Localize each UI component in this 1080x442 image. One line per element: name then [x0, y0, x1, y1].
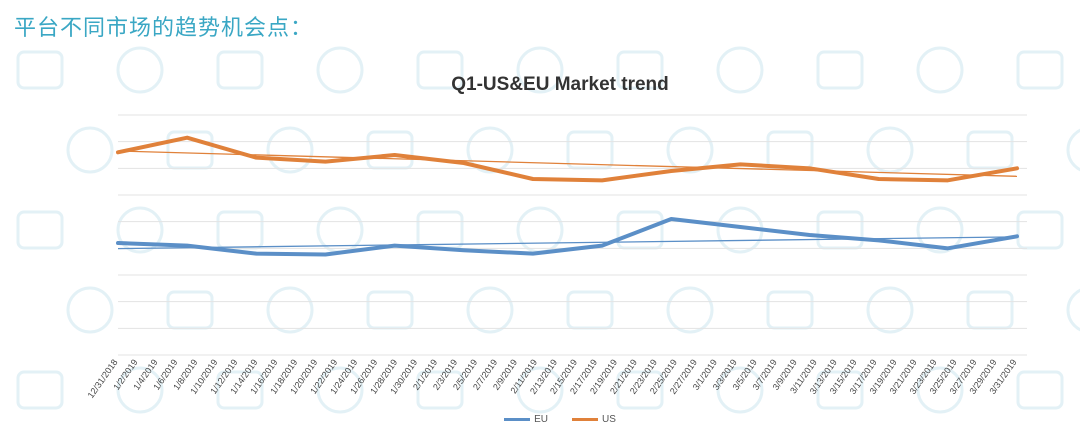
legend-label-us: US: [602, 414, 616, 425]
legend-swatch-us: [572, 418, 598, 421]
legend-item-eu: EU: [504, 414, 548, 425]
background-decor-icon: [716, 46, 764, 94]
background-decor-icon: [1066, 288, 1080, 332]
background-decor-icon: [1066, 128, 1080, 172]
background-decor-icon: [466, 286, 514, 334]
background-decor-icon: [716, 366, 764, 414]
series-line-eu: [116, 217, 1019, 257]
background-decor-icon: [616, 50, 664, 90]
background-decor-icon: [866, 126, 914, 174]
page-heading: 平台不同市场的趋势机会点：: [14, 16, 314, 41]
background-decor-icon: [816, 50, 864, 90]
background-decor-icon: [316, 366, 364, 414]
background-decor-icon: [916, 206, 964, 254]
legend-swatch-eu: [504, 418, 531, 421]
background-decor-icon: [416, 50, 464, 90]
series-line-us: [116, 135, 1019, 183]
background-decor-icon: [16, 210, 64, 250]
background-decor-icon: [1016, 370, 1064, 410]
background-decor-icon: [266, 286, 314, 334]
background-decor-icon: [266, 126, 314, 174]
background-decor-icon: [816, 370, 864, 410]
background-decor-icon: [666, 286, 714, 334]
legend-item-us: US: [572, 414, 616, 425]
background-decor-icon: [16, 370, 64, 410]
legend-label-eu: EU: [534, 414, 548, 425]
background-decor-icon: [66, 126, 114, 174]
background-decor-icon: [466, 126, 514, 174]
background-decor-icon: [1016, 50, 1064, 90]
background-decor-icon: [1016, 210, 1064, 250]
background-decor-icon: [16, 50, 64, 90]
chart-title: Q1-US&EU Market trend: [451, 74, 669, 95]
background-decor-icon: [916, 366, 964, 414]
background-decor-icon: [216, 370, 264, 410]
background-decor-icon: [316, 46, 364, 94]
background-decor-icon: [416, 370, 464, 410]
background-decor-icon: [116, 366, 164, 414]
background-decor-icon: [116, 206, 164, 254]
background-decor-icon: [516, 46, 564, 94]
background-decor-icon: [916, 46, 964, 94]
background-decor-icon: [866, 286, 914, 334]
background-decor-icon: [666, 126, 714, 174]
background-decor-icon: [216, 50, 264, 90]
trendline-us: [117, 150, 1018, 177]
background-decor-icon: [116, 46, 164, 94]
background-decor-icon: [616, 370, 664, 410]
x-tick-label: 12/31/2018: [86, 357, 120, 400]
background-decor-icon: [516, 366, 564, 414]
background-decor-icon: [66, 286, 114, 334]
chart-legend: EU US: [0, 414, 1080, 425]
